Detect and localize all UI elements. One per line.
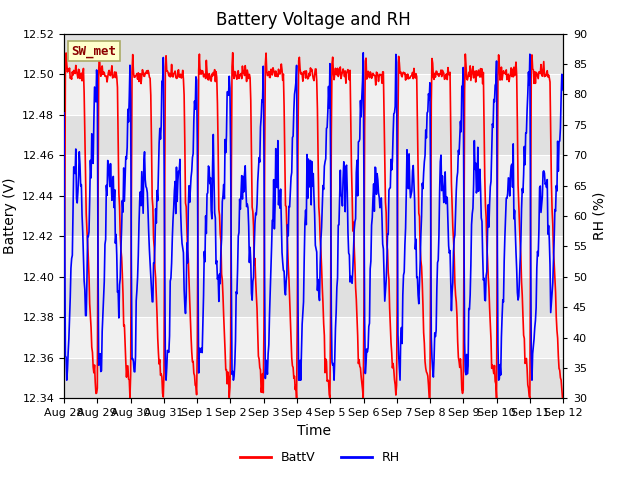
Bar: [64, 236, 563, 277]
Legend: BattV, RH: BattV, RH: [235, 446, 405, 469]
Bar: [64, 317, 563, 358]
Bar: [64, 155, 563, 196]
Bar: [64, 74, 563, 115]
Title: Battery Voltage and RH: Battery Voltage and RH: [216, 11, 411, 29]
X-axis label: Time: Time: [296, 424, 331, 438]
Y-axis label: Battery (V): Battery (V): [3, 178, 17, 254]
Bar: [64, 277, 563, 317]
Text: SW_met: SW_met: [72, 45, 116, 58]
Bar: [64, 196, 563, 236]
Bar: [64, 115, 563, 155]
Y-axis label: RH (%): RH (%): [593, 192, 607, 240]
Bar: [64, 358, 563, 398]
Bar: [64, 34, 563, 74]
